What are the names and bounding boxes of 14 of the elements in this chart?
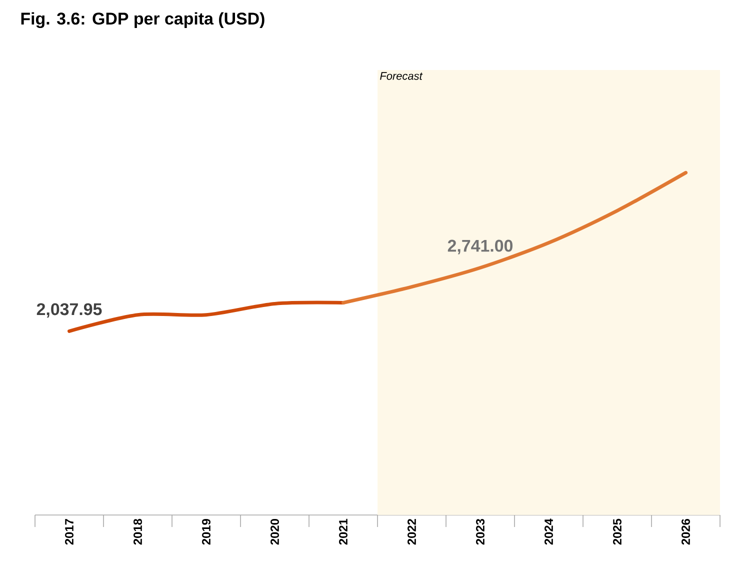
- x-tick-label: 2021: [339, 518, 348, 545]
- data-label: 2,037.95: [36, 303, 102, 318]
- x-tick-label: 2024: [544, 518, 553, 545]
- x-tick-label: 2025: [613, 518, 622, 545]
- x-tick-label: 2026: [682, 518, 690, 545]
- x-tick-label: 2017: [65, 519, 74, 545]
- chart-title: Fig. 3.6: GDP per capita (USD): [21, 12, 264, 28]
- data-label: 2,741.00: [448, 240, 513, 254]
- x-tick-label: 2023: [476, 518, 485, 545]
- x-tick-label: 2020: [270, 519, 279, 545]
- x-tick-label: 2022: [408, 518, 416, 545]
- band-label: Forecast: [380, 72, 423, 80]
- x-tick-label: 2018: [134, 518, 142, 545]
- x-tick-label: 2019: [202, 518, 210, 545]
